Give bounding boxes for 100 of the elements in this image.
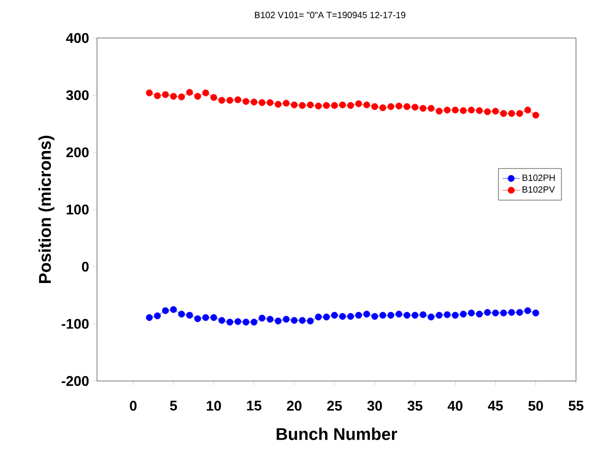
x-tick-label: 50 (528, 400, 543, 411)
point (428, 104, 434, 112)
point (468, 310, 475, 316)
y-tick-label: 100 (66, 204, 89, 214)
point (476, 107, 483, 114)
y-tick-label: 300 (66, 90, 89, 100)
point (532, 310, 540, 316)
point (178, 310, 185, 318)
point (371, 103, 378, 110)
point (436, 108, 443, 115)
point (210, 314, 218, 321)
point (258, 99, 266, 106)
point (387, 312, 394, 319)
point (500, 310, 507, 316)
point (202, 89, 210, 96)
y-tick-label: -200 (62, 376, 89, 386)
point (226, 318, 234, 326)
x-tick-label: 40 (448, 400, 462, 411)
point (444, 106, 451, 114)
legend-label: B102PH (522, 174, 555, 181)
y-tick-label: 400 (66, 33, 89, 43)
x-axis-title: Bunch Number (276, 428, 398, 440)
legend-label: B102PV (522, 186, 555, 193)
point (444, 311, 451, 318)
point (298, 102, 306, 109)
point (154, 92, 161, 100)
point (290, 317, 298, 324)
point (242, 98, 250, 105)
point (524, 307, 532, 314)
point (323, 102, 330, 109)
point (500, 110, 507, 117)
point (508, 110, 515, 117)
point (460, 310, 467, 318)
point (420, 104, 426, 112)
x-tick-label: 10 (206, 400, 221, 411)
point (194, 92, 202, 100)
point (516, 110, 524, 117)
point (395, 102, 402, 110)
point (452, 312, 459, 319)
point (412, 104, 418, 111)
x-tick-label: 35 (408, 400, 422, 411)
point (282, 316, 290, 323)
x-tick-label: 30 (367, 400, 382, 411)
point (162, 91, 169, 98)
point (452, 106, 459, 114)
y-tick-label: -100 (62, 318, 89, 329)
point (226, 96, 234, 104)
point (395, 310, 402, 318)
y-tick-label: 200 (66, 147, 89, 158)
point (532, 112, 540, 119)
point (282, 100, 290, 107)
point (371, 313, 378, 320)
x-tick-label: 45 (488, 400, 503, 411)
point (331, 312, 338, 319)
point (355, 100, 362, 108)
point (524, 106, 532, 114)
point (242, 318, 250, 326)
y-tick-label: 0 (82, 262, 89, 272)
point (162, 307, 169, 314)
point (186, 88, 193, 96)
point (331, 102, 338, 109)
point (355, 312, 362, 319)
point (266, 99, 274, 106)
point (306, 318, 314, 324)
x-tick-label: 25 (327, 400, 342, 411)
point (347, 102, 354, 109)
point (379, 104, 386, 112)
point (274, 100, 282, 108)
point (508, 309, 515, 316)
point (274, 318, 282, 324)
point (484, 108, 491, 116)
point (347, 313, 354, 320)
point (314, 102, 322, 110)
point (186, 312, 193, 319)
point (339, 101, 346, 108)
point (234, 96, 242, 104)
point (170, 92, 177, 100)
point (170, 306, 177, 313)
point (492, 108, 499, 115)
point (436, 312, 443, 319)
point (404, 103, 410, 110)
point (194, 315, 202, 322)
point (218, 317, 226, 324)
point (363, 101, 370, 108)
point (154, 312, 161, 320)
point (234, 318, 242, 325)
point (218, 96, 226, 104)
point (339, 313, 346, 320)
point (428, 314, 434, 320)
point (412, 312, 418, 319)
point (492, 310, 499, 316)
point (420, 311, 426, 318)
point (323, 314, 330, 320)
point (484, 309, 491, 316)
point (476, 310, 483, 318)
x-tick-label: 55 (568, 400, 584, 411)
point (314, 314, 322, 320)
point (363, 310, 370, 318)
point (298, 317, 306, 324)
point (202, 314, 210, 321)
